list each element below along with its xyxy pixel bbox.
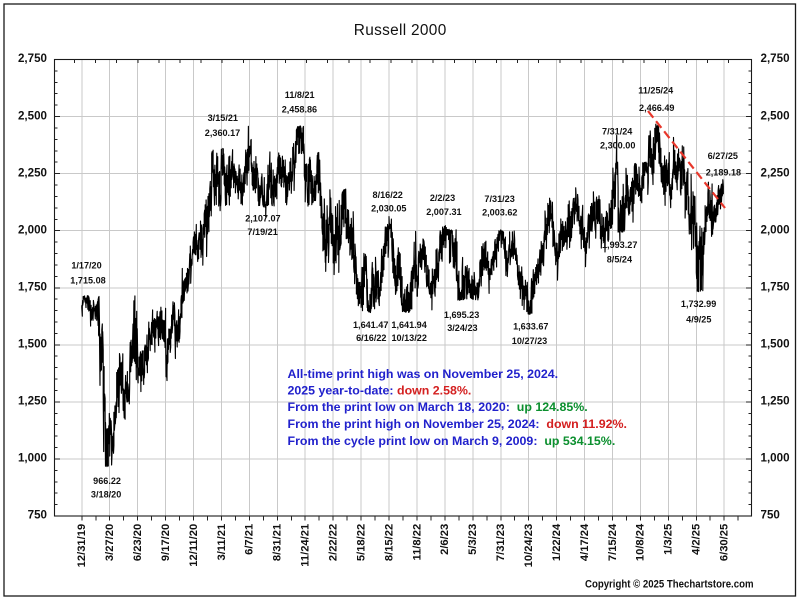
svg-text:9/17/20: 9/17/20	[160, 524, 172, 561]
svg-text:3/15/21: 3/15/21	[208, 113, 238, 123]
svg-text:966.22: 966.22	[93, 476, 121, 486]
svg-text:2,250: 2,250	[761, 166, 790, 179]
svg-text:2,360.17: 2,360.17	[205, 128, 240, 138]
svg-text:1/22/24: 1/22/24	[551, 523, 563, 561]
svg-text:2,300.00: 2,300.00	[600, 141, 635, 151]
svg-text:1,000: 1,000	[761, 452, 790, 465]
svg-text:1,250: 1,250	[18, 395, 47, 408]
svg-text:1,641.47: 1,641.47	[353, 320, 388, 330]
svg-text:7/15/24: 7/15/24	[607, 523, 619, 561]
svg-text:1,641.94: 1,641.94	[391, 320, 427, 330]
svg-text:5/18/22: 5/18/22	[355, 524, 367, 561]
svg-text:2,030.05: 2,030.05	[371, 203, 406, 213]
svg-text:10/27/23: 10/27/23	[512, 336, 547, 346]
svg-text:12/11/20: 12/11/20	[188, 524, 200, 567]
svg-text:1,732.99: 1,732.99	[681, 299, 716, 309]
svg-text:3/27/20: 3/27/20	[104, 524, 116, 561]
svg-text:11/8/22: 11/8/22	[411, 524, 423, 561]
svg-text:1/3/25: 1/3/25	[663, 524, 675, 555]
svg-text:4/17/24: 4/17/24	[579, 523, 591, 561]
svg-text:All-time print high was on Nov: All-time print high was on November 25, …	[288, 367, 559, 381]
svg-text:From the cycle print low on Ma: From the cycle print low on March 9, 200…	[288, 434, 616, 448]
svg-text:1,750: 1,750	[18, 280, 47, 293]
svg-text:6/16/22: 6/16/22	[356, 333, 386, 343]
svg-text:Russell 2000: Russell 2000	[354, 22, 447, 39]
svg-text:Copyright © 2025 Thechartstore: Copyright © 2025 Thechartstore.com	[585, 578, 754, 590]
svg-text:10/8/24: 10/8/24	[635, 523, 647, 561]
svg-text:1,633.67: 1,633.67	[513, 321, 548, 331]
svg-text:1,500: 1,500	[761, 338, 790, 351]
svg-text:1,500: 1,500	[18, 338, 47, 351]
svg-text:2,189.18: 2,189.18	[706, 167, 741, 177]
svg-text:2/6/23: 2/6/23	[439, 524, 451, 555]
svg-text:2,500: 2,500	[18, 109, 47, 122]
svg-text:2,750: 2,750	[761, 52, 790, 65]
svg-text:1,993.27: 1,993.27	[602, 240, 637, 250]
svg-text:1,715.08: 1,715.08	[70, 275, 105, 285]
svg-text:8/15/22: 8/15/22	[383, 524, 395, 561]
svg-text:11/24/21: 11/24/21	[300, 524, 312, 567]
svg-text:12/31/19: 12/31/19	[76, 524, 88, 568]
svg-text:2,458.86: 2,458.86	[282, 105, 317, 115]
svg-text:4/9/25: 4/9/25	[686, 314, 711, 324]
svg-text:From the print low on March 18: From the print low on March 18, 2020: up…	[288, 400, 588, 414]
svg-text:7/31/23: 7/31/23	[495, 524, 507, 561]
svg-text:4/2/25: 4/2/25	[691, 524, 703, 555]
svg-text:2,107.07: 2,107.07	[245, 213, 280, 223]
svg-text:2,000: 2,000	[761, 223, 790, 236]
svg-text:5/3/23: 5/3/23	[467, 524, 479, 555]
svg-text:7/31/23: 7/31/23	[484, 194, 514, 204]
svg-text:1,000: 1,000	[18, 452, 47, 465]
svg-text:8/16/22: 8/16/22	[373, 190, 403, 200]
svg-text:6/30/25: 6/30/25	[719, 524, 731, 561]
svg-text:2,003.62: 2,003.62	[482, 208, 517, 218]
svg-text:3/24/23: 3/24/23	[447, 323, 477, 333]
svg-text:10/24/23: 10/24/23	[523, 524, 535, 568]
svg-text:6/27/25: 6/27/25	[708, 151, 738, 161]
svg-text:8/31/21: 8/31/21	[272, 524, 284, 561]
svg-text:6/23/20: 6/23/20	[132, 524, 144, 561]
svg-text:750: 750	[761, 509, 780, 522]
svg-text:7/31/24: 7/31/24	[602, 127, 633, 137]
svg-text:2/2/23: 2/2/23	[430, 193, 455, 203]
svg-text:8/5/24: 8/5/24	[607, 254, 633, 264]
svg-text:6/7/21: 6/7/21	[244, 524, 256, 555]
svg-text:1,750: 1,750	[761, 280, 790, 293]
svg-text:2,750: 2,750	[18, 52, 47, 65]
svg-text:750: 750	[28, 509, 47, 522]
svg-text:2,466.49: 2,466.49	[639, 103, 674, 113]
svg-text:1,695.23: 1,695.23	[444, 310, 479, 320]
svg-text:2,000: 2,000	[18, 223, 47, 236]
svg-text:2/22/22: 2/22/22	[328, 524, 340, 561]
svg-text:2,500: 2,500	[761, 109, 790, 122]
svg-text:2025 year-to-date: down 2.58%.: 2025 year-to-date: down 2.58%.	[288, 383, 472, 397]
svg-text:1/17/20: 1/17/20	[71, 260, 101, 270]
svg-text:10/13/22: 10/13/22	[391, 333, 426, 343]
svg-text:3/18/20: 3/18/20	[91, 490, 121, 500]
svg-text:2,250: 2,250	[18, 166, 47, 179]
svg-text:From the print high on Novembe: From the print high on November 25, 2024…	[288, 417, 627, 431]
svg-text:11/8/21: 11/8/21	[285, 90, 315, 100]
svg-text:1,250: 1,250	[761, 395, 790, 408]
svg-text:7/19/21: 7/19/21	[247, 227, 277, 237]
svg-text:3/11/21: 3/11/21	[216, 524, 228, 561]
svg-text:11/25/24: 11/25/24	[638, 86, 674, 96]
svg-text:2,007.31: 2,007.31	[426, 207, 461, 217]
